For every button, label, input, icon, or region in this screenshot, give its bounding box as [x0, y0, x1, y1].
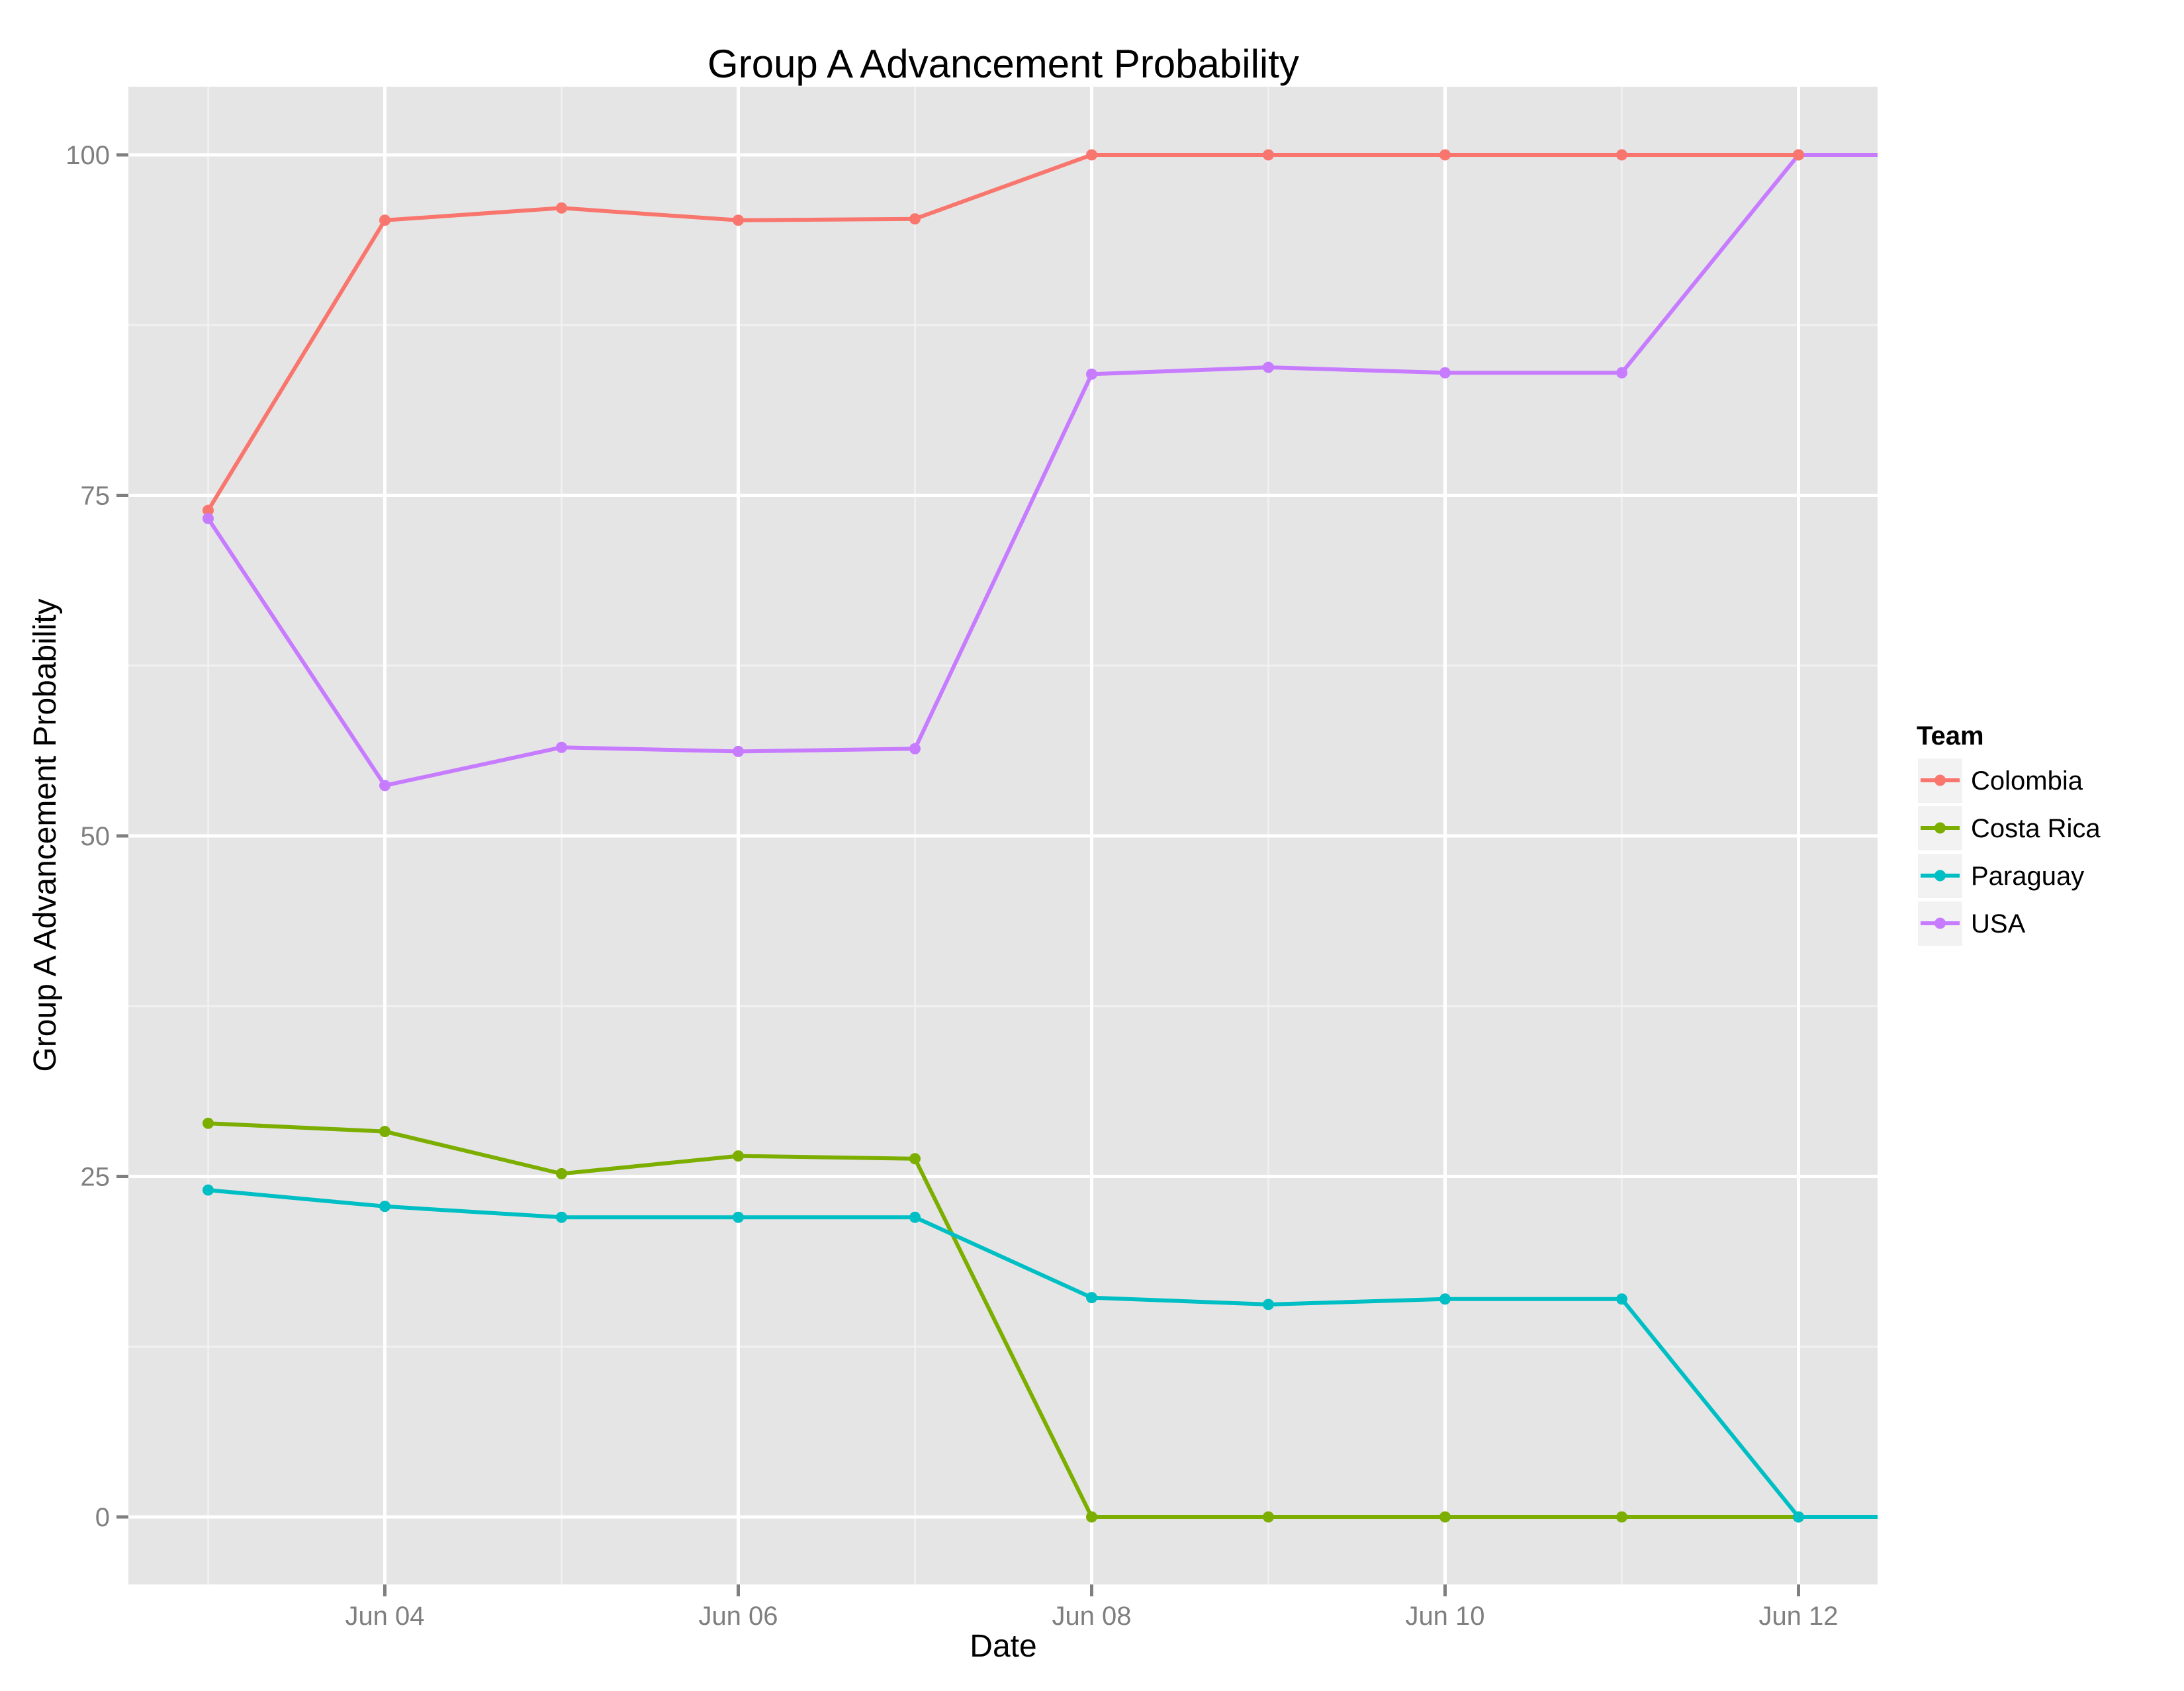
x-tick-label: Jun 08 — [1052, 1602, 1131, 1631]
legend-item-paraguay: Paraguay — [1918, 854, 2084, 898]
data-point — [1616, 149, 1627, 161]
data-point — [556, 202, 567, 214]
y-tick-label: 0 — [95, 1503, 110, 1532]
x-axis-title: Date — [970, 1629, 1036, 1664]
data-point — [909, 1153, 921, 1165]
data-point — [1616, 367, 1627, 379]
legend-item-usa: USA — [1918, 901, 2026, 946]
data-point — [1086, 149, 1097, 161]
legend-title: Team — [1917, 721, 1984, 751]
data-point — [733, 1150, 744, 1162]
y-tick-label: 100 — [66, 141, 110, 170]
y-tick-label: 25 — [81, 1163, 111, 1192]
y-axis-title: Group A Advancement Probability — [28, 598, 63, 1072]
x-axis: Jun 04 Jun 06 Jun 08 Jun 10 Jun 12 — [345, 1584, 1839, 1631]
data-point — [1439, 367, 1451, 379]
data-point — [556, 741, 567, 753]
data-point — [909, 213, 921, 225]
data-point — [1793, 149, 1804, 161]
data-point — [1086, 1511, 1097, 1523]
legend: Team Colombia Costa Rica Paraguay USA — [1917, 721, 2101, 946]
legend-label: Paraguay — [1971, 862, 2084, 891]
data-point — [203, 1184, 214, 1196]
x-tick-label: Jun 12 — [1758, 1602, 1838, 1631]
data-point — [203, 504, 214, 516]
data-point — [379, 1126, 390, 1138]
y-tick-label: 50 — [81, 822, 111, 851]
legend-label: USA — [1971, 909, 2026, 938]
data-point — [379, 1201, 390, 1212]
y-axis: 0 25 50 75 100 — [66, 141, 128, 1532]
data-point — [1263, 1299, 1274, 1310]
legend-point-icon — [1934, 870, 1946, 882]
data-point — [733, 745, 744, 757]
chart-title: Group A Advancement Probability — [707, 42, 1299, 86]
data-point — [1086, 368, 1097, 380]
legend-item-costa-rica: Costa Rica — [1918, 806, 2101, 850]
data-point — [1616, 1293, 1627, 1305]
legend-label: Costa Rica — [1971, 814, 2101, 843]
data-point — [203, 1117, 214, 1129]
data-point — [733, 1211, 744, 1223]
series-points — [203, 149, 1804, 1523]
x-tick-label: Jun 06 — [698, 1602, 778, 1631]
data-point — [1086, 1292, 1097, 1304]
data-point — [1263, 361, 1274, 373]
x-tick-label: Jun 04 — [345, 1602, 424, 1631]
data-point — [1439, 1511, 1451, 1523]
legend-point-icon — [1934, 774, 1946, 786]
data-point — [203, 512, 214, 524]
legend-point-icon — [1934, 917, 1946, 929]
data-point — [733, 214, 744, 226]
x-tick-label: Jun 10 — [1405, 1602, 1484, 1631]
data-point — [909, 743, 921, 754]
data-point — [1263, 1511, 1274, 1523]
legend-label: Colombia — [1971, 766, 2083, 796]
y-tick-label: 75 — [81, 482, 111, 511]
legend-item-colombia: Colombia — [1918, 758, 2083, 803]
data-point — [909, 1211, 921, 1223]
data-point — [379, 214, 390, 226]
data-point — [1439, 1293, 1451, 1305]
data-point — [556, 1211, 567, 1223]
data-point — [1263, 149, 1274, 161]
data-point — [379, 780, 390, 792]
data-point — [1616, 1511, 1627, 1523]
data-point — [1793, 1511, 1804, 1523]
data-point — [556, 1167, 567, 1179]
legend-point-icon — [1934, 822, 1946, 834]
data-point — [1439, 149, 1451, 161]
